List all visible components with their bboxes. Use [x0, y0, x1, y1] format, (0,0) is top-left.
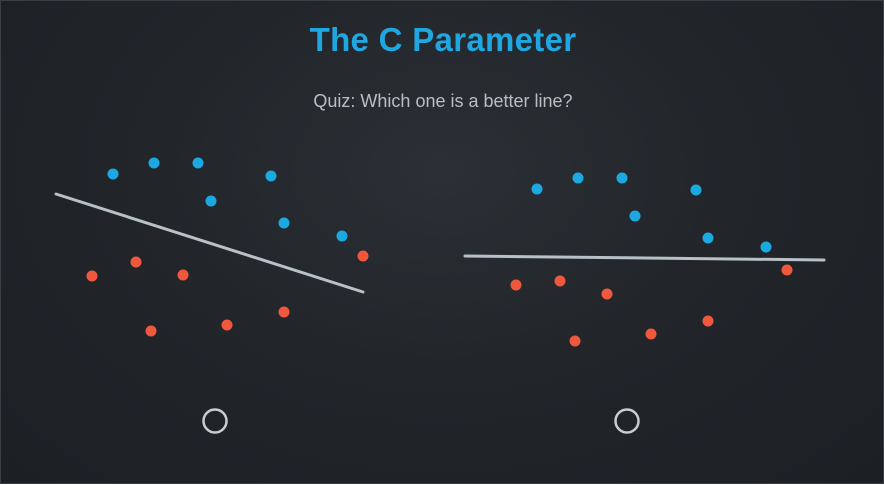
answer-radio-right[interactable]	[614, 408, 640, 434]
answer-radio-left[interactable]	[202, 408, 228, 434]
red-point	[569, 335, 581, 347]
red-point	[702, 315, 714, 327]
blue-point	[265, 170, 277, 182]
red-point	[510, 279, 522, 291]
red-point	[554, 275, 566, 287]
blue-point	[702, 232, 714, 244]
blue-point-group	[107, 157, 348, 242]
red-point	[177, 269, 189, 281]
red-point	[781, 264, 793, 276]
blue-point	[690, 184, 702, 196]
red-point	[601, 288, 613, 300]
quiz-question: Quiz: Which one is a better line?	[313, 91, 573, 111]
blue-point-group	[531, 172, 772, 253]
red-point	[357, 250, 369, 262]
slide-title: The C Parameter	[309, 21, 577, 58]
blue-point	[205, 195, 217, 207]
option-panel-left	[54, 157, 369, 434]
blue-point	[278, 217, 290, 229]
red-point-group	[510, 264, 793, 347]
red-point	[130, 256, 142, 268]
red-point	[645, 328, 657, 340]
blue-point	[572, 172, 584, 184]
red-point	[86, 270, 98, 282]
blue-point	[336, 230, 348, 242]
blue-point	[192, 157, 204, 169]
red-point-group	[86, 250, 369, 337]
red-point	[278, 306, 290, 318]
separator-line-horizontal	[463, 254, 826, 262]
red-point	[145, 325, 157, 337]
blue-point	[531, 183, 543, 195]
separator-line-sloped	[54, 192, 365, 294]
blue-point	[148, 157, 160, 169]
blue-point	[107, 168, 119, 180]
blue-point	[616, 172, 628, 184]
option-panel-right	[463, 172, 826, 434]
blue-point	[760, 241, 772, 253]
blue-point	[629, 210, 641, 222]
red-point	[221, 319, 233, 331]
